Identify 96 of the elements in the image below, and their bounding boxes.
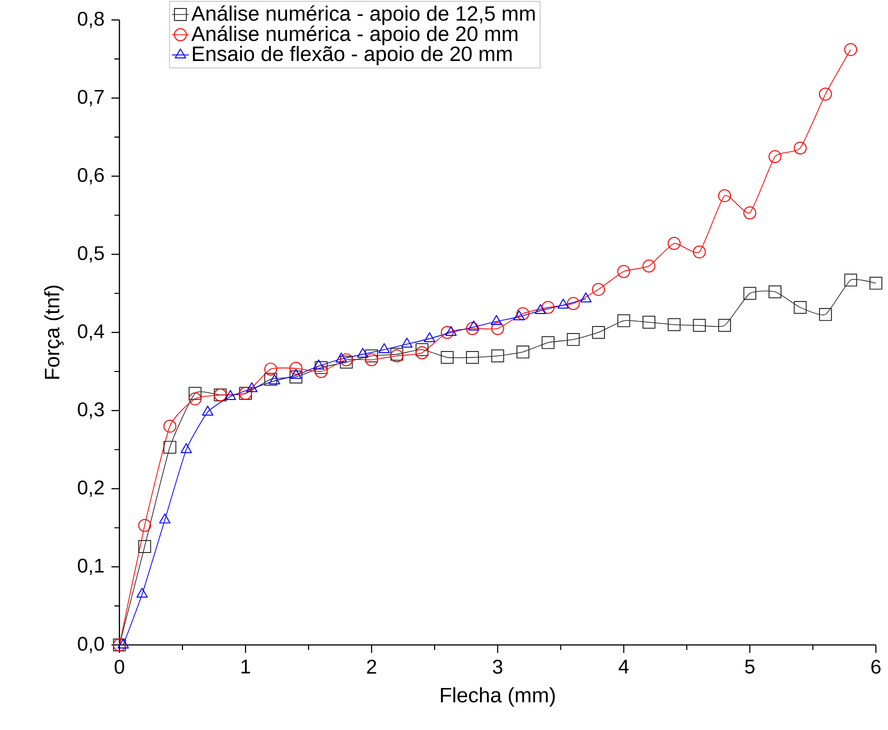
point [289,362,302,376]
point [869,276,882,290]
legend-label: Análise numérica - apoio de 20 mm [191,26,518,46]
point [365,354,378,366]
y-tick-label: 0,1 [78,558,104,576]
point [566,333,580,346]
point [246,382,258,392]
point [180,443,192,454]
legend-label: Ensaio de flexão - apoio de 20 mm [192,46,512,66]
x-tick-label: 5 [745,660,754,674]
point [416,343,428,356]
point [768,150,782,164]
y-tick-label: 0,5 [78,246,104,263]
x-tick-label: 4 [618,660,629,674]
point [566,297,580,310]
point [692,319,706,332]
point [378,343,390,354]
point [312,360,324,370]
x-tick-label: 1 [242,660,250,674]
point [490,315,502,326]
point [440,326,454,340]
point [445,326,457,336]
point [424,332,436,342]
point [558,298,569,309]
point [416,346,428,360]
y-tick-label: 0,2 [78,480,104,498]
point [264,373,278,386]
point [466,351,479,364]
point [159,514,170,524]
point [264,362,278,376]
point [844,274,858,287]
y-tick-label: 0,0 [78,636,104,654]
point [401,338,413,348]
y-tick-label: 0,4 [78,324,104,341]
point [468,320,480,331]
point [592,283,605,296]
point [642,260,656,273]
point [466,322,479,336]
y-axis-title: Força (tnf) [44,286,64,379]
point [202,406,214,416]
point [163,441,176,454]
x-tick-label: 2 [367,660,376,674]
point [340,356,353,369]
y-tick-label: 0,6 [78,168,104,185]
point [365,350,378,363]
legend-label: Análise numérica - apoio de 12,5 mm [191,6,535,26]
point [268,374,280,385]
point [617,265,630,278]
y-tick-label: 0,8 [78,12,104,28]
point [188,387,202,400]
point [743,287,756,300]
point [516,346,530,359]
point [440,351,454,364]
point [617,314,630,328]
point [224,390,236,400]
point [491,350,504,363]
y-tick-label: 0,3 [78,402,104,419]
point [136,588,148,598]
point [516,307,530,320]
point [592,326,605,340]
point [314,365,328,378]
x-axis-title: Flecha (mm) [440,687,555,707]
point [794,142,807,155]
point [580,292,592,303]
point [818,88,832,101]
point [668,237,681,250]
point [289,370,302,384]
point [118,638,129,649]
point [542,336,555,350]
point [340,354,353,366]
point [844,43,858,56]
point [357,348,368,358]
x-tick-label: 6 [871,660,881,674]
point [163,420,176,433]
point [542,301,555,314]
point [718,189,732,202]
point [718,319,732,332]
point [336,352,347,363]
x-tick-label: 0 [114,660,124,674]
point [290,369,302,380]
point [794,301,807,314]
point [188,392,202,406]
point [668,318,681,332]
point [818,308,832,322]
point [692,246,706,259]
point [768,286,782,298]
x-tick-label: 3 [492,660,502,674]
point [138,519,152,532]
point [743,206,756,220]
point [491,322,504,336]
point [138,540,152,554]
point [314,361,328,374]
point [642,316,656,329]
point [534,304,546,314]
y-tick-label: 0,7 [78,90,104,106]
point [513,310,525,321]
